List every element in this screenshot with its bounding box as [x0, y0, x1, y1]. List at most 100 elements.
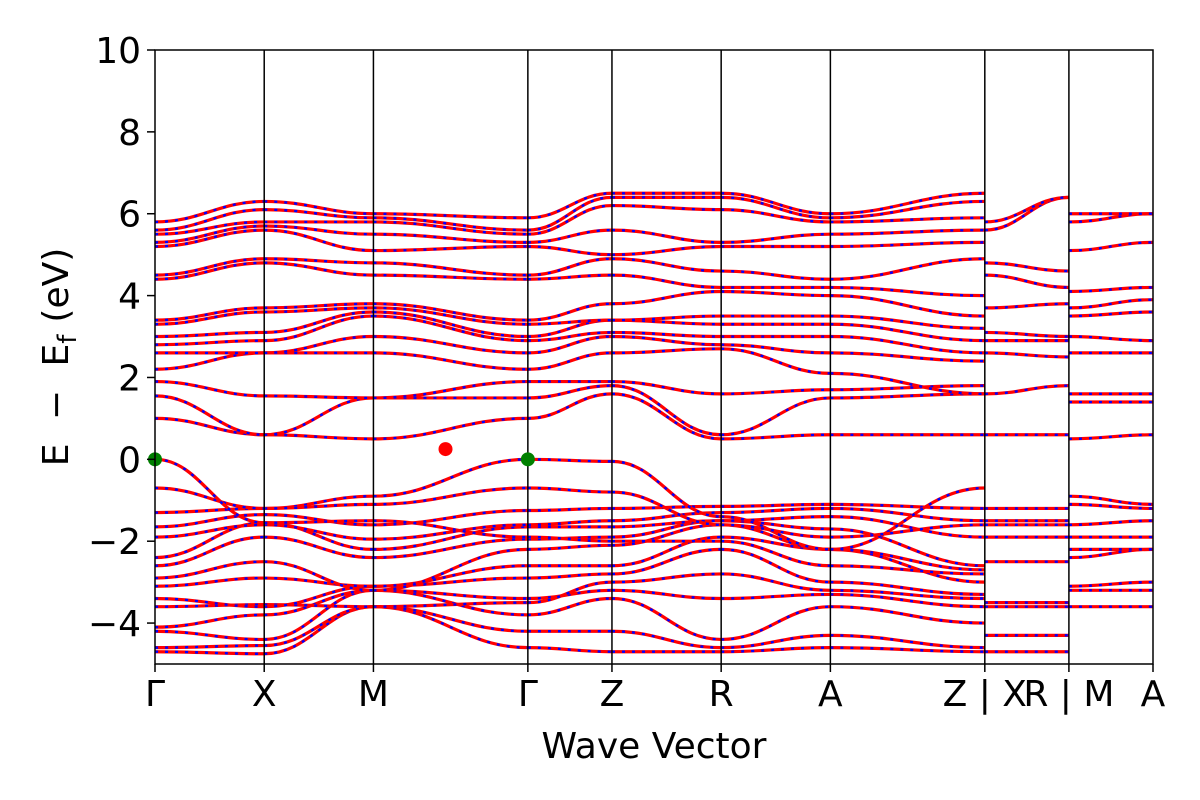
- special-points-layer: [148, 442, 535, 467]
- band-1-21: [264, 310, 374, 335]
- band-dash-6-4: [830, 589, 985, 600]
- x-tick-label-0: Γ: [145, 674, 165, 715]
- band-3-18: [527, 351, 612, 371]
- band-dash-6-2: [830, 605, 985, 625]
- band-5-18: [721, 347, 831, 375]
- band-0-29: [155, 208, 265, 232]
- band-dash-6-26: [830, 241, 985, 248]
- y-tick-label-7: 10: [95, 31, 141, 72]
- x-tick-label-7: Z | X: [943, 674, 1027, 715]
- band-2-25: [373, 261, 528, 277]
- band-dash-6-9: [830, 515, 985, 539]
- band-0-3: [155, 613, 265, 629]
- band-0-0: [155, 650, 265, 656]
- x-tick-label-1: X: [252, 674, 277, 715]
- band-dash-6-25: [830, 257, 985, 281]
- band-dash-8-15: [1068, 298, 1153, 310]
- band-0-22: [155, 310, 265, 326]
- band-0-30: [155, 199, 265, 224]
- band-dash-3-26: [527, 245, 612, 256]
- band-1-6: [264, 576, 374, 588]
- y-tick-label-4: 4: [118, 277, 141, 318]
- band-dash-7-10: [984, 384, 1069, 396]
- band-6-23: [830, 294, 985, 318]
- band-dash-2-21: [373, 310, 528, 338]
- band-2-12: [373, 457, 528, 498]
- band-5-1: [721, 633, 831, 650]
- band-4-25: [611, 257, 722, 273]
- band-dash-2-28: [373, 220, 528, 236]
- band-1-24: [264, 261, 374, 277]
- band-dash-3-20: [527, 331, 612, 342]
- y-axis-label: E − Ef (eV): [36, 248, 83, 467]
- band-dash-1-0: [264, 605, 374, 655]
- band-6-2: [830, 605, 985, 625]
- y-label-ef-subscript: f: [53, 334, 83, 344]
- band-dash-2-29: [373, 216, 528, 232]
- band-dash-8-3: [1068, 548, 1153, 559]
- band-5-10: [721, 506, 831, 515]
- band-dash-3-16: [527, 384, 612, 400]
- band-dash-7-11: [984, 351, 1069, 359]
- band-5-0: [721, 646, 831, 654]
- band-0-25: [155, 257, 265, 277]
- band-dash-6-27: [830, 228, 985, 236]
- band-0-7: [155, 560, 265, 580]
- band-1-17: [264, 394, 374, 400]
- band-dash-6-18: [830, 372, 985, 396]
- y-tick-label-3: 2: [118, 358, 141, 399]
- band-7-17: [984, 195, 1069, 232]
- band-dash-3-11: [527, 507, 612, 512]
- band-6-5: [830, 580, 985, 597]
- band-3-19: [527, 334, 612, 355]
- x-tick-label-5: R: [709, 674, 734, 715]
- band-1-16: [264, 396, 374, 437]
- band-dash-6-29: [830, 200, 985, 220]
- band-0-8: [155, 535, 265, 568]
- band-5-28: [721, 208, 831, 224]
- band-dash-2-6: [373, 564, 528, 588]
- band-1-25: [264, 257, 374, 265]
- band-dash-2-4: [373, 601, 528, 608]
- band-5-4: [721, 572, 831, 592]
- band-1-3: [264, 588, 374, 617]
- x-tick-label-9: A: [1141, 674, 1166, 715]
- band-dash-6-17: [830, 384, 985, 391]
- band-dash-2-23: [373, 302, 528, 322]
- band-0-14: [155, 457, 265, 525]
- band-dash-6-30: [830, 192, 985, 215]
- band-dash-3-29: [527, 196, 612, 232]
- band-0-2: [155, 629, 265, 642]
- band-4-1: [611, 629, 722, 650]
- band-1-22: [264, 306, 374, 314]
- band-dash-2-17: [373, 380, 528, 400]
- y-label-minus: −: [36, 390, 77, 420]
- band-4-5: [611, 547, 722, 576]
- band-dash-5-16: [721, 396, 831, 436]
- band-dash-8-18: [1068, 212, 1153, 224]
- band-6-25: [830, 257, 985, 281]
- band-dash-6-10: [830, 507, 985, 522]
- y-tick-label-6: 8: [118, 113, 141, 154]
- band-dash-2-22: [373, 306, 528, 326]
- band-5-25: [721, 269, 831, 281]
- band-4-9: [611, 519, 722, 529]
- band-5-29: [721, 195, 831, 220]
- band-4-17: [611, 379, 722, 396]
- band-4-22: [611, 314, 722, 322]
- band-6-3: [830, 592, 985, 609]
- vbm-point-1: [520, 452, 535, 467]
- band-dash-2-9: [373, 525, 528, 551]
- band-dash-3-3: [527, 589, 612, 600]
- band-1-30: [264, 199, 374, 216]
- band-0-24: [155, 261, 265, 281]
- band-3-25: [527, 257, 612, 277]
- band-dash-8-14: [1068, 310, 1153, 318]
- y-tick-label-2: 0: [118, 440, 141, 481]
- band-dash-3-7: [527, 544, 612, 551]
- band-1-10: [264, 523, 374, 541]
- band-4-3: [611, 588, 722, 601]
- y-axis-ticks: −4 −2 0 2 4 6 8 10: [88, 31, 155, 645]
- band-dash-3-5: [527, 572, 612, 580]
- band-1-14: [264, 519, 374, 525]
